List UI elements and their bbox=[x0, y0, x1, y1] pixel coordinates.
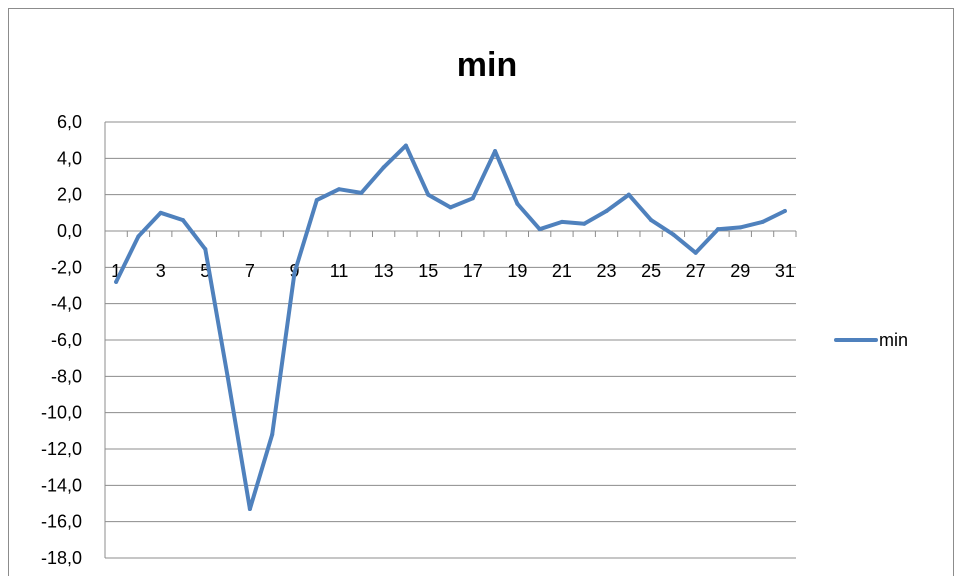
data-point bbox=[381, 165, 386, 170]
data-point bbox=[671, 232, 676, 237]
y-tick-label: -10,0 bbox=[41, 403, 82, 423]
y-tick-label: -16,0 bbox=[41, 512, 82, 532]
data-point bbox=[626, 192, 631, 197]
x-tick-label: 15 bbox=[418, 261, 438, 281]
data-point bbox=[760, 219, 765, 224]
x-tick-label: 5 bbox=[200, 261, 210, 281]
data-point bbox=[247, 506, 252, 511]
chart-title: min bbox=[457, 46, 517, 84]
legend: min bbox=[834, 330, 908, 350]
y-tick-label: 4,0 bbox=[57, 148, 82, 168]
data-point bbox=[158, 210, 163, 215]
y-tick-label: -18,0 bbox=[41, 548, 82, 568]
x-tick-label: 19 bbox=[507, 261, 527, 281]
data-point bbox=[314, 198, 319, 203]
y-tick-label: -12,0 bbox=[41, 439, 82, 459]
axes bbox=[104, 122, 797, 558]
data-point bbox=[693, 250, 698, 255]
chart-frame bbox=[8, 8, 954, 576]
y-tick-label: 2,0 bbox=[57, 185, 82, 205]
data-point bbox=[181, 218, 186, 223]
data-point bbox=[515, 201, 520, 206]
x-tick-label: 11 bbox=[330, 261, 349, 281]
y-axis-tick-labels: 6,0 4,0 2,0 0,0 -2,0 -4,0 -6,0 -8,0 -10,0 -12,0 -1… bbox=[41, 112, 82, 568]
x-tick-label: 1 bbox=[111, 261, 121, 281]
y-tick-label: -6,0 bbox=[51, 330, 82, 350]
x-tick-label: 3 bbox=[156, 261, 166, 281]
x-tick-label: 27 bbox=[686, 261, 706, 281]
data-point bbox=[537, 227, 542, 232]
series-layer bbox=[114, 143, 787, 511]
data-point bbox=[559, 219, 564, 224]
data-point bbox=[292, 270, 297, 275]
data-point bbox=[225, 374, 230, 379]
data-point bbox=[782, 209, 787, 214]
y-tick-label: 6,0 bbox=[57, 112, 82, 132]
x-axis-tick-labels: 135791113151719212325272931 bbox=[111, 261, 795, 281]
x-tick-label: 13 bbox=[374, 261, 394, 281]
x-tick-label: 25 bbox=[641, 261, 661, 281]
y-tick-label: -2,0 bbox=[51, 257, 82, 277]
x-tick-label: 7 bbox=[245, 261, 255, 281]
y-tick-label: 0,0 bbox=[57, 221, 82, 241]
data-point bbox=[582, 221, 587, 226]
data-point bbox=[359, 190, 364, 195]
data-point bbox=[426, 192, 431, 197]
x-tick-label: 23 bbox=[597, 261, 617, 281]
data-point bbox=[136, 234, 141, 239]
x-tick-label: 31 bbox=[775, 261, 795, 281]
gridlines bbox=[105, 121, 796, 559]
data-point bbox=[337, 187, 342, 192]
data-point bbox=[715, 227, 720, 232]
data-point bbox=[738, 225, 743, 230]
y-tick-label: -4,0 bbox=[51, 294, 82, 314]
legend-label-min: min bbox=[879, 330, 908, 350]
x-tick-label: 21 bbox=[552, 261, 572, 281]
data-point bbox=[403, 143, 408, 148]
data-point bbox=[448, 205, 453, 210]
data-point bbox=[604, 209, 609, 214]
data-point bbox=[493, 149, 498, 154]
y-tick-label: -14,0 bbox=[41, 475, 82, 495]
data-point bbox=[114, 279, 119, 284]
data-point bbox=[270, 432, 275, 437]
series-line-min bbox=[114, 143, 787, 511]
x-tick-label: 29 bbox=[730, 261, 750, 281]
y-tick-label: -8,0 bbox=[51, 366, 82, 386]
data-point bbox=[649, 218, 654, 223]
x-tick-label: 17 bbox=[463, 261, 483, 281]
data-point bbox=[203, 247, 208, 252]
data-point bbox=[470, 196, 475, 201]
